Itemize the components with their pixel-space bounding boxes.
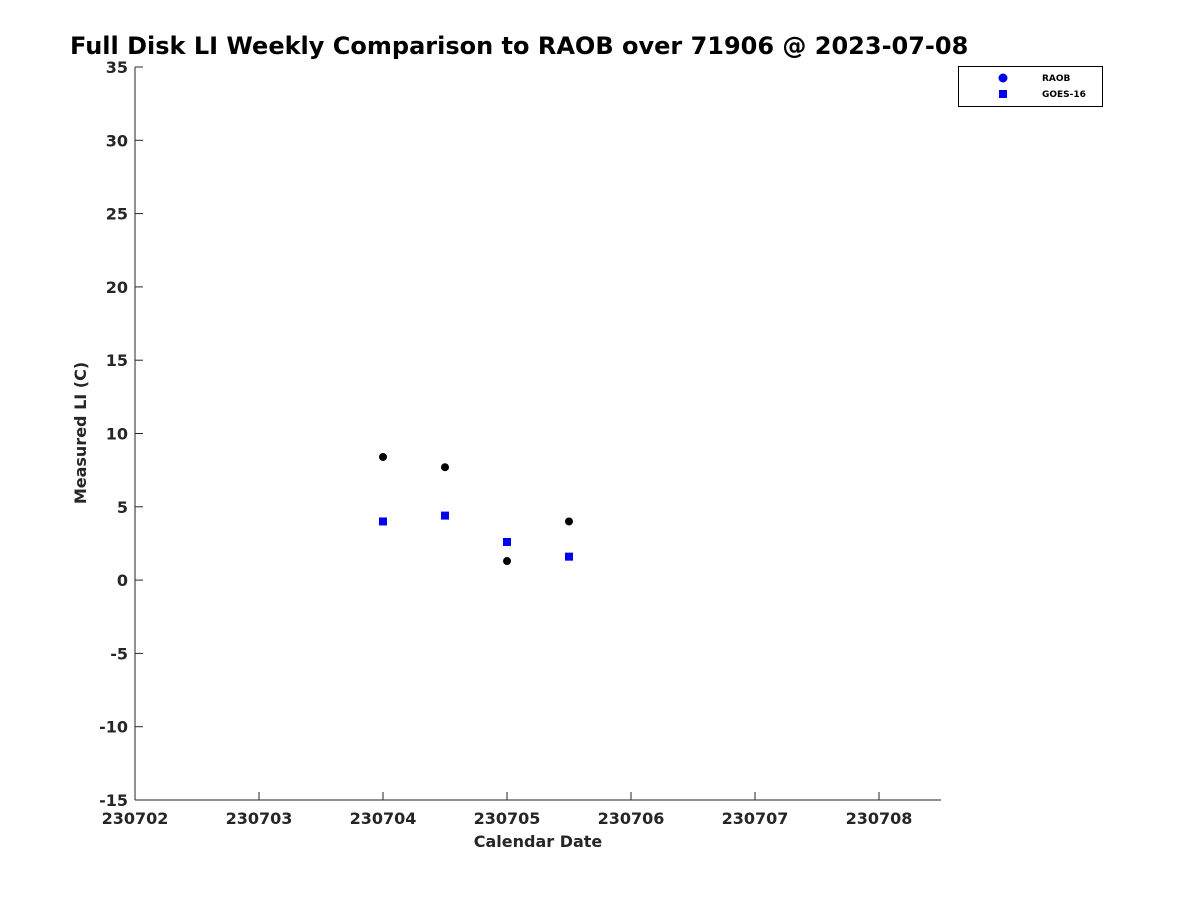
x-tick-label: 230703 <box>226 809 293 828</box>
y-tick-label: 25 <box>106 205 128 224</box>
raob-point <box>441 463 449 472</box>
y-axis-ticks: -15 -10 -5 0 5 10 15 20 25 30 35 <box>99 58 143 810</box>
goes16-point <box>379 517 387 526</box>
goes16-point <box>503 537 511 546</box>
chart-title: Full Disk LI Weekly Comparison to RAOB o… <box>70 32 968 60</box>
legend-goes16-marker <box>999 90 1007 98</box>
x-tick-label: 230704 <box>350 809 417 828</box>
legend: RAOB GOES-16 <box>958 66 1103 107</box>
legend-raob-label: RAOB <box>1042 74 1071 84</box>
legend-goes16-label: GOES-16 <box>1042 90 1086 100</box>
y-tick-label: -10 <box>99 718 128 737</box>
goes16-point <box>441 511 449 520</box>
y-tick-label: -5 <box>110 644 128 663</box>
y-tick-label: 15 <box>106 351 128 370</box>
y-tick-label: 20 <box>106 278 128 297</box>
x-axis-label: Calendar Date <box>474 832 603 851</box>
x-tick-label: 230702 <box>102 809 169 828</box>
goes16-point <box>565 552 573 561</box>
x-tick-label: 230705 <box>474 809 541 828</box>
raob-point <box>565 517 573 526</box>
axes <box>134 67 941 801</box>
raob-point <box>379 452 387 461</box>
legend-box <box>958 66 1103 107</box>
y-tick-label: -15 <box>99 791 128 810</box>
legend-raob-marker <box>998 73 1008 83</box>
data-points <box>379 452 573 566</box>
y-tick-label: 10 <box>106 425 128 444</box>
x-tick-label: 230708 <box>846 809 913 828</box>
y-axis-label: Measured LI (C) <box>71 362 90 504</box>
y-tick-label: 5 <box>117 498 128 517</box>
x-tick-label: 230706 <box>598 809 665 828</box>
y-tick-label: 30 <box>106 131 128 150</box>
x-axis-ticks: 230702 230703 230704 230705 230706 230707 2307… <box>102 792 913 828</box>
y-tick-label: 35 <box>106 58 128 77</box>
x-tick-label: 230707 <box>722 809 789 828</box>
y-tick-label: 0 <box>117 571 128 590</box>
raob-point <box>503 557 511 566</box>
